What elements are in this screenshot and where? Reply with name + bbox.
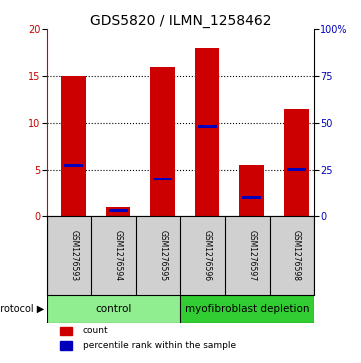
Bar (109, 209, 127, 212)
Title: GDS5820 / ILMN_1258462: GDS5820 / ILMN_1258462 (90, 14, 271, 28)
Text: myofibroblast depletion: myofibroblast depletion (185, 304, 309, 314)
Text: GSM1276593: GSM1276593 (69, 231, 78, 281)
Bar (284, 109, 309, 216)
Bar (61, 76, 86, 216)
Text: protocol ▶: protocol ▶ (0, 304, 45, 314)
Bar (153, 178, 172, 180)
Text: percentile rank within the sample: percentile rank within the sample (83, 341, 236, 350)
Text: GSM1276596: GSM1276596 (203, 231, 212, 281)
Bar (287, 168, 306, 171)
Bar (180, 295, 314, 322)
Bar (195, 48, 219, 216)
Bar (47, 295, 180, 322)
Bar (60, 327, 72, 335)
Bar (242, 196, 261, 199)
Bar (151, 66, 175, 216)
Text: GSM1276594: GSM1276594 (114, 231, 123, 281)
Text: GSM1276598: GSM1276598 (292, 231, 301, 281)
Bar (198, 125, 217, 128)
Text: count: count (83, 326, 109, 335)
Bar (60, 342, 72, 350)
Text: GSM1276595: GSM1276595 (158, 231, 167, 281)
Text: GSM1276597: GSM1276597 (247, 231, 256, 281)
Text: control: control (96, 304, 132, 314)
Bar (64, 164, 83, 167)
Bar (239, 165, 264, 216)
Bar (106, 207, 130, 216)
